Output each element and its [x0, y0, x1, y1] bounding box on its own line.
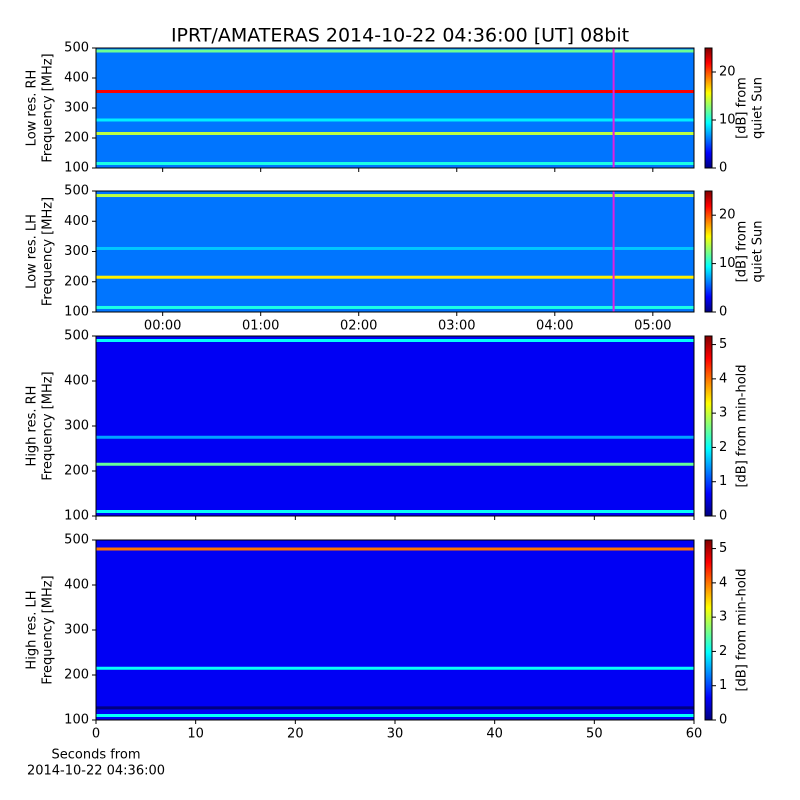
x-tick-label: 00:00 — [144, 319, 181, 334]
colorbar-tick-label: 1 — [719, 474, 727, 489]
colorbar-tick-label: 2 — [719, 440, 727, 455]
colorbar — [704, 190, 713, 313]
emission-band — [96, 547, 694, 551]
y-tick-label: 300 — [64, 101, 89, 116]
y-axis-label: Frequency [MHz] — [41, 575, 56, 684]
spectrogram-background — [96, 48, 694, 168]
colorbar-tick-label: 0 — [719, 305, 727, 320]
emission-band — [96, 510, 694, 513]
spectrogram-background — [96, 540, 694, 720]
emission-band — [96, 90, 694, 93]
y-axis-label: Frequency [MHz] — [41, 371, 56, 480]
colorbar-tick-label: 5 — [719, 541, 727, 556]
y-tick-label: 200 — [64, 668, 89, 683]
colorbar-tick-label: 20 — [719, 65, 736, 80]
y-tick-label: 300 — [64, 419, 89, 434]
y-tick-label: 400 — [64, 214, 89, 229]
y-tick-label: 300 — [64, 623, 89, 638]
colorbar-tick-label: 0 — [719, 161, 727, 176]
y-tick-label: 300 — [64, 244, 89, 259]
y-axis-label: Low res. RH — [25, 70, 40, 147]
colorbar-label: quiet Sun — [751, 220, 766, 282]
y-axis-label: High res. RH — [25, 386, 40, 467]
colorbar-tick-label: 4 — [719, 371, 727, 386]
spectrogram-background — [96, 336, 694, 516]
chart-title: IPRT/AMATERAS 2014-10-22 04:36:00 [UT] 0… — [171, 25, 629, 47]
colorbar — [704, 335, 713, 517]
colorbar-tick-label: 3 — [719, 406, 727, 421]
colorbar-tick-label: 20 — [719, 208, 736, 223]
y-tick-label: 500 — [64, 41, 89, 56]
x-tick-label: 20 — [287, 727, 304, 742]
emission-band — [96, 49, 694, 53]
x-tick-label: 01:00 — [242, 319, 279, 334]
colorbar-tick-label: 1 — [719, 678, 727, 693]
y-tick-label: 100 — [64, 509, 89, 524]
colorbar — [704, 47, 713, 169]
y-axis-label: Frequency [MHz] — [41, 53, 56, 162]
emission-band — [96, 118, 694, 122]
x-axis-label: 2014-10-22 04:36:00 — [27, 764, 165, 779]
colorbar-label: [dB] from min-hold — [735, 568, 750, 691]
emission-band — [96, 132, 694, 135]
colorbar-label: quiet Sun — [751, 77, 766, 139]
emission-band — [96, 714, 694, 717]
emission-band — [96, 706, 694, 710]
emission-band — [96, 194, 694, 198]
x-tick-label: 10 — [187, 727, 204, 742]
y-tick-label: 200 — [64, 464, 89, 479]
emission-band — [96, 462, 694, 466]
emission-band — [96, 305, 694, 309]
colorbar-tick-label: 4 — [719, 575, 727, 590]
emission-band — [96, 246, 694, 250]
x-tick-label: 03:00 — [438, 319, 475, 334]
emission-band — [96, 435, 694, 439]
emission-band — [96, 162, 694, 165]
colorbar-label: [dB] from — [735, 221, 750, 283]
x-tick-label: 02:00 — [340, 319, 377, 334]
colorbar-tick-label: 0 — [719, 509, 727, 524]
emission-band — [96, 666, 694, 670]
emission-band — [96, 339, 694, 342]
y-tick-label: 400 — [64, 71, 89, 86]
y-axis-label: Low res. LH — [25, 214, 40, 289]
y-tick-label: 100 — [64, 161, 89, 176]
x-axis-label: Seconds from — [51, 748, 140, 763]
colorbar-tick-label: 2 — [719, 644, 727, 659]
y-tick-label: 500 — [64, 329, 89, 344]
colorbar — [704, 539, 713, 721]
colorbar-tick-label: 0 — [719, 713, 727, 728]
y-axis-label: Frequency [MHz] — [41, 197, 56, 306]
y-tick-label: 100 — [64, 305, 89, 320]
y-tick-label: 500 — [64, 533, 89, 548]
colorbar-tick-label: 3 — [719, 610, 727, 625]
colorbar-tick-label: 5 — [719, 337, 727, 352]
emission-band — [96, 275, 694, 279]
y-tick-label: 500 — [64, 184, 89, 199]
y-tick-label: 400 — [64, 374, 89, 389]
spectrogram-background — [96, 191, 694, 312]
y-tick-label: 200 — [64, 274, 89, 289]
x-tick-label: 30 — [387, 727, 404, 742]
colorbar-tick-label: 10 — [719, 113, 736, 128]
x-tick-label: 40 — [486, 727, 503, 742]
colorbar-label: [dB] from min-hold — [735, 364, 750, 487]
y-tick-label: 200 — [64, 131, 89, 146]
x-tick-label: 50 — [586, 727, 603, 742]
colorbar-tick-label: 10 — [719, 256, 736, 271]
x-tick-label: 60 — [686, 727, 703, 742]
y-tick-label: 400 — [64, 578, 89, 593]
y-axis-label: High res. LH — [25, 590, 40, 669]
x-tick-label: 04:00 — [536, 319, 573, 334]
colorbar-label: [dB] from — [735, 77, 750, 139]
x-tick-label: 0 — [92, 727, 100, 742]
y-tick-label: 100 — [64, 713, 89, 728]
x-tick-label: 05:00 — [634, 319, 671, 334]
